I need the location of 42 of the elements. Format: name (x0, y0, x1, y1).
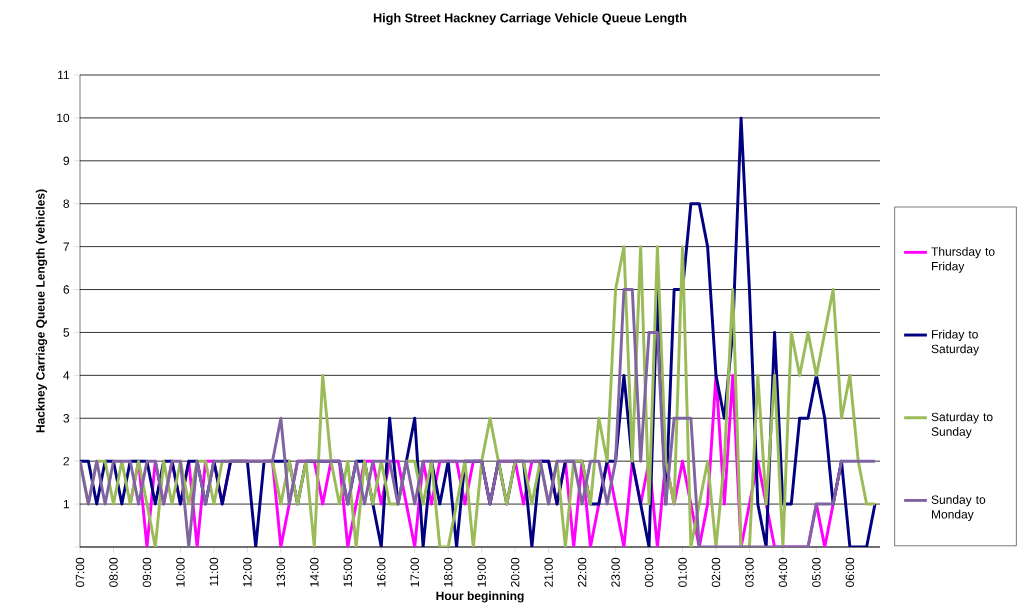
chart-title: High Street Hackney Carriage Vehicle Queue Length (373, 13, 687, 25)
y-tick-label: 9 (63, 156, 70, 166)
y-tick-label: 1 (63, 499, 70, 509)
x-tick-label: 01:00 (678, 557, 687, 587)
y-tick-label: 8 (63, 199, 70, 208)
x-tick-label: 02:00 (711, 557, 721, 587)
x-tick-label: 14:00 (310, 557, 319, 587)
y-tick-label: 3 (63, 414, 70, 423)
x-tick-label: 21:00 (544, 557, 553, 587)
x-tick-label: 08:00 (109, 557, 118, 587)
x-tick-label: 04:00 (778, 557, 788, 587)
x-tick-label: 17:00 (410, 557, 419, 587)
x-tick-label: 00:00 (644, 557, 654, 587)
y-tick-label: 7 (63, 242, 69, 251)
x-tick-label: 16:00 (377, 557, 386, 587)
x-tick-label: 19:00 (477, 557, 486, 587)
legend-label: Friday to Saturday (931, 329, 980, 356)
y-tick-label: 11 (58, 70, 70, 80)
x-tick-label: 20:00 (510, 557, 520, 587)
y-tick-label: 6 (63, 285, 70, 294)
legend-label: Saturday to Sunday (931, 412, 993, 439)
x-tick-label: 12:00 (243, 557, 252, 587)
x-tick-label: 07:00 (75, 557, 85, 587)
x-tick-label: 15:00 (343, 557, 353, 587)
x-axis-title: Hour beginning (436, 591, 524, 603)
legend-label: Sunday to Monday (931, 495, 986, 521)
x-tick-label: 06:00 (845, 557, 855, 587)
x-tick-label: 09:00 (142, 557, 152, 587)
x-tick-label: 03:00 (745, 557, 754, 587)
legend-label: Thursday to Friday (931, 247, 995, 273)
y-axis-title: Hackney Carriage Queue Length (vehicles) (35, 189, 48, 433)
x-tick-label: 22:00 (577, 557, 587, 587)
y-tick-label: 2 (63, 456, 69, 466)
y-tick-label: 10 (57, 113, 70, 123)
y-tick-label: 4 (63, 371, 70, 380)
x-tick-label: 11:00 (209, 557, 219, 586)
y-tick-label: 5 (63, 328, 70, 337)
x-tick-label: 10:00 (176, 557, 185, 587)
x-tick-label: 23:00 (611, 557, 620, 587)
x-tick-label: 05:00 (812, 557, 821, 587)
x-tick-label: 18:00 (443, 557, 453, 587)
x-tick-label: 13:00 (276, 557, 286, 587)
